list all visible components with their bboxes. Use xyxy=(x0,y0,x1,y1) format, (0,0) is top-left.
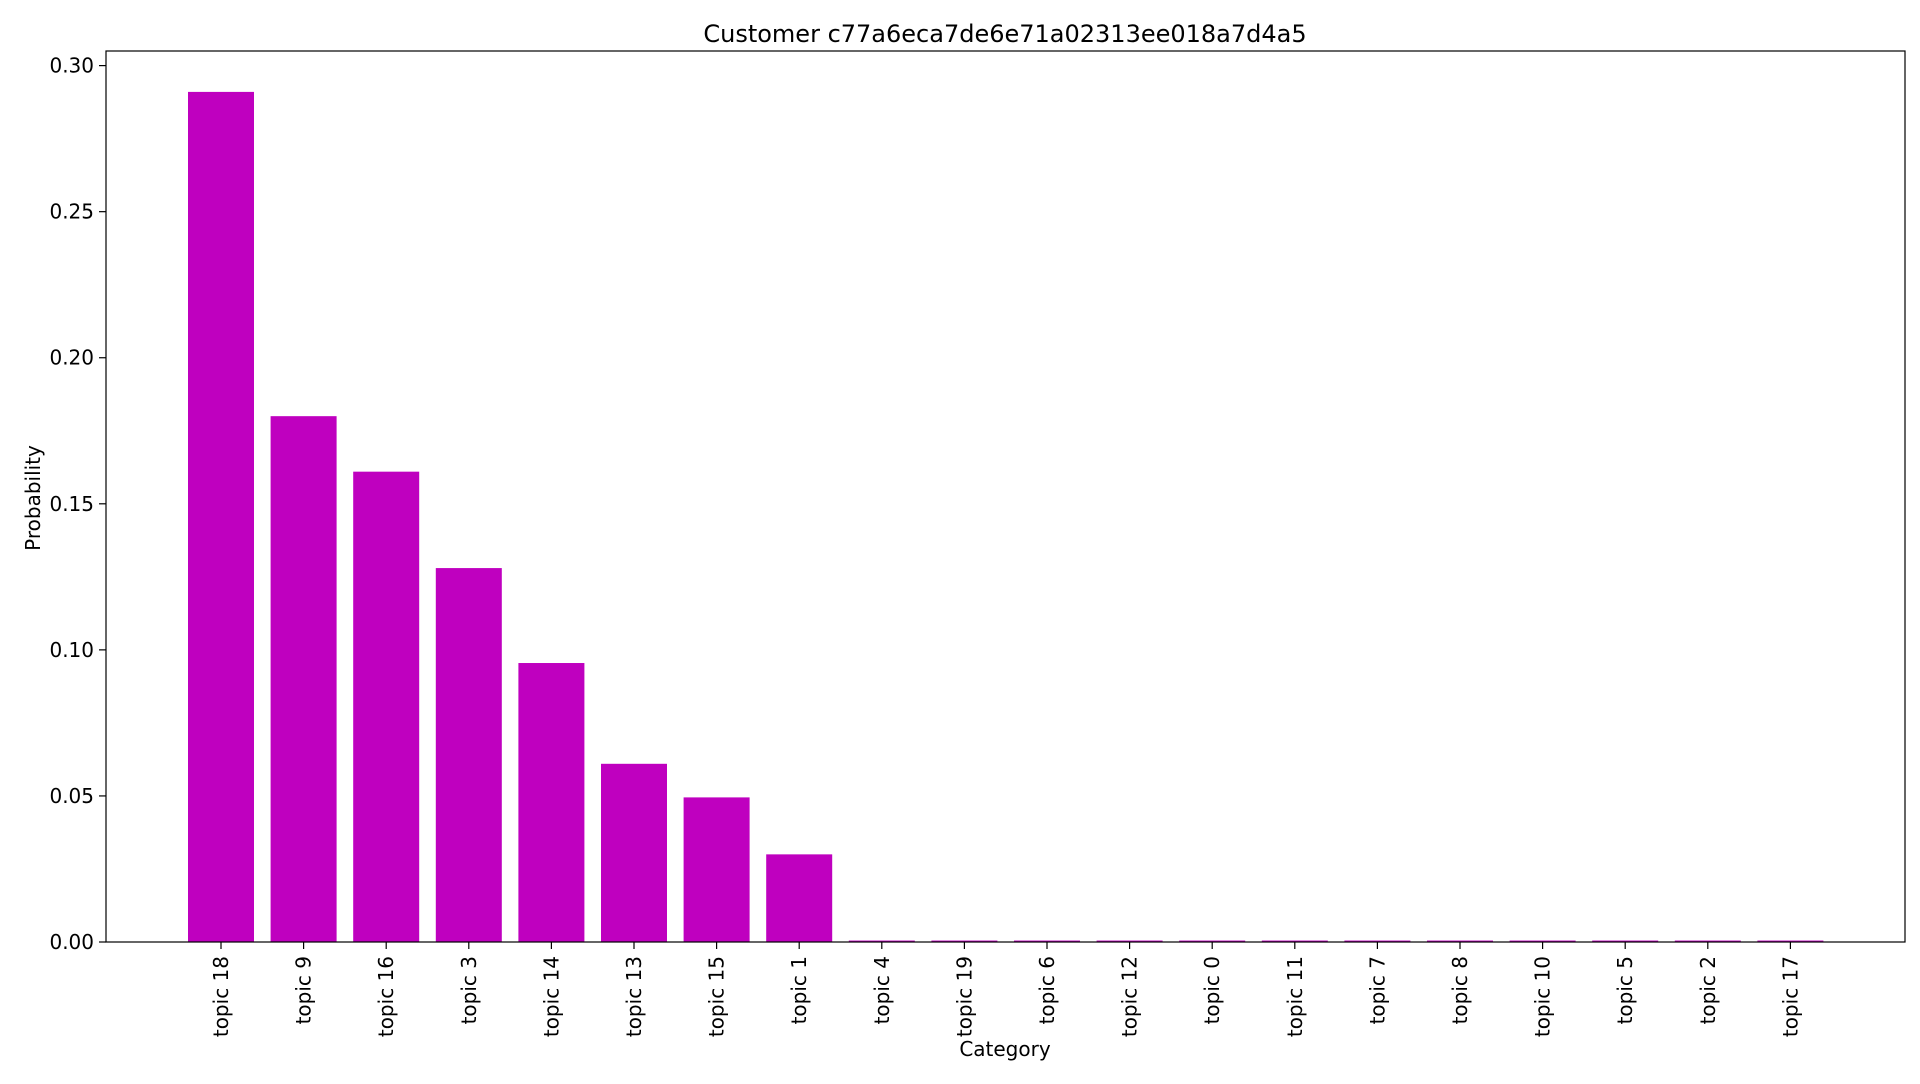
x-axis-ticks: topic 18 topic 9 topic 16 topic 3 topic 14 to… xyxy=(209,942,1802,1037)
bar-topic-17 xyxy=(1757,940,1824,942)
x-tick-label: topic 8 xyxy=(1448,956,1472,1024)
x-tick-label: topic 12 xyxy=(1118,956,1142,1037)
bar-topic-19 xyxy=(931,940,998,942)
x-tick-label: topic 18 xyxy=(209,956,233,1037)
x-tick-label: topic 7 xyxy=(1365,956,1389,1024)
bar-topic-15 xyxy=(683,797,750,942)
bar-topic-13 xyxy=(601,763,667,942)
x-tick-label: topic 6 xyxy=(1035,956,1059,1024)
x-tick-label: topic 5 xyxy=(1613,956,1637,1024)
bar-topic-12 xyxy=(1096,940,1163,942)
bar-topic-18 xyxy=(188,91,254,942)
y-axis-label: Probability xyxy=(21,445,45,551)
y-tick-label: 0.15 xyxy=(49,492,94,516)
x-tick-label: topic 11 xyxy=(1283,956,1307,1037)
y-tick-label: 0.30 xyxy=(49,54,94,78)
bar-topic-11 xyxy=(1261,940,1328,942)
x-tick-label: topic 1 xyxy=(787,956,811,1024)
bar-topic-16 xyxy=(353,471,420,942)
y-tick-label: 0.10 xyxy=(49,638,94,662)
bar-topic-6 xyxy=(1014,940,1080,942)
bar-topic-1 xyxy=(766,854,833,942)
x-tick-label: topic 9 xyxy=(292,956,316,1024)
x-axis-label: Category xyxy=(959,1037,1051,1061)
y-tick-label: 0.20 xyxy=(49,346,94,370)
y-tick-label: 0.00 xyxy=(49,930,94,954)
bar-topic-7 xyxy=(1344,940,1411,942)
bar-topic-4 xyxy=(848,940,915,942)
x-tick-label: topic 4 xyxy=(870,956,894,1024)
bar-topic-8 xyxy=(1427,940,1493,942)
x-tick-label: topic 15 xyxy=(705,956,729,1037)
x-tick-label: topic 14 xyxy=(539,956,563,1037)
bar-topic-14 xyxy=(518,663,585,942)
x-tick-label: topic 3 xyxy=(457,956,481,1024)
x-tick-label: topic 2 xyxy=(1696,956,1720,1024)
x-tick-label: topic 10 xyxy=(1531,956,1555,1037)
y-axis-ticks: 0.00 0.05 0.10 0.15 0.20 0.25 0.30 xyxy=(49,54,106,954)
bar-topic-10 xyxy=(1509,940,1576,942)
x-tick-label: topic 19 xyxy=(952,956,976,1037)
bar-topic-0 xyxy=(1179,940,1246,942)
x-tick-label: topic 16 xyxy=(374,956,398,1037)
x-tick-label: topic 17 xyxy=(1778,956,1802,1037)
bar-topic-9 xyxy=(270,416,337,942)
bar-topic-5 xyxy=(1592,940,1659,942)
bars-group xyxy=(188,91,1824,942)
y-tick-label: 0.05 xyxy=(49,784,94,808)
plot-frame xyxy=(105,50,1906,943)
y-tick-label: 0.25 xyxy=(49,200,94,224)
x-tick-label: topic 13 xyxy=(622,956,646,1037)
x-tick-label: topic 0 xyxy=(1200,956,1224,1024)
chart-title: Customer c77a6eca7de6e71a02313ee018a7d4a… xyxy=(703,20,1306,48)
bar-topic-2 xyxy=(1674,940,1741,942)
bar-topic-3 xyxy=(435,568,502,942)
